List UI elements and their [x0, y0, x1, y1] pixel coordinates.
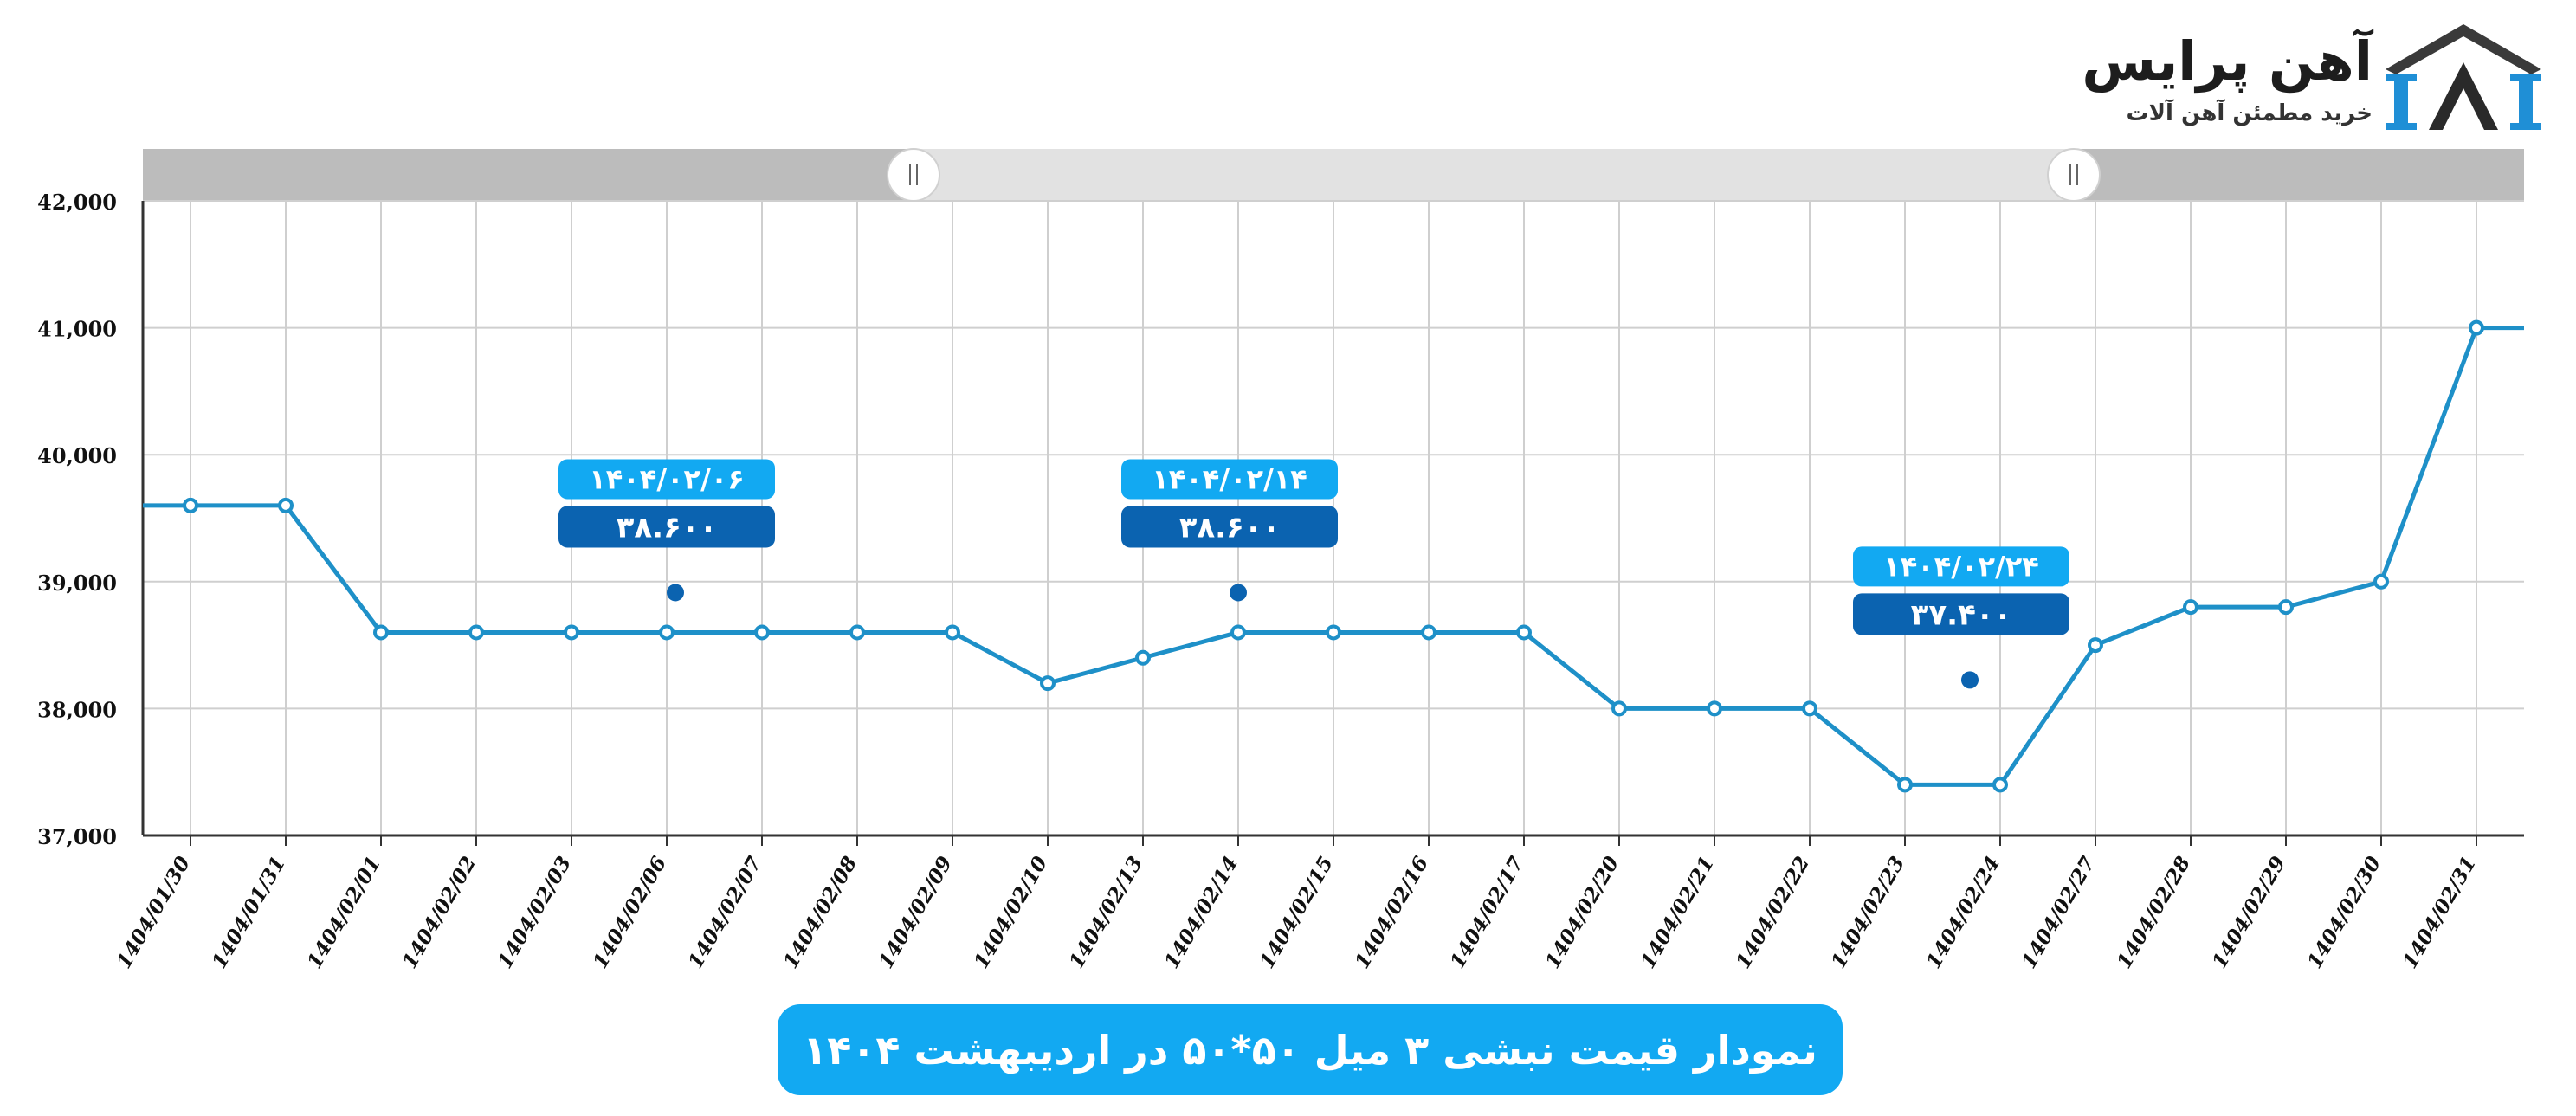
x-tick-label: 1404/02/29: [2207, 853, 2290, 973]
data-point: [1707, 700, 1722, 717]
annotation-marker: [1230, 584, 1247, 602]
annotation-price-box: [1121, 506, 1338, 548]
data-point: [659, 624, 675, 641]
annotation-date: ۱۴۰۴/۰۲/۰۶: [589, 462, 745, 495]
data-point: [1897, 777, 1913, 793]
data-point: [1611, 700, 1627, 717]
x-tick-label: 1404/02/17: [1445, 853, 1528, 973]
data-point: [849, 624, 865, 641]
x-tick-label: 1404/02/20: [1540, 853, 1624, 973]
data-point: [183, 497, 198, 513]
annotation-price-box: [558, 506, 775, 548]
y-tick-label: 39,000: [37, 571, 117, 596]
navigator-handle-left[interactable]: [887, 148, 940, 202]
x-tick-label: 1404/02/22: [1731, 853, 1814, 973]
x-tick-label: 1404/02/08: [778, 853, 862, 973]
data-point: [754, 624, 770, 641]
data-point: [1135, 649, 1151, 666]
annotation-date-box: [558, 459, 775, 500]
x-tick-label: 1404/02/09: [874, 853, 957, 973]
data-point: [1992, 777, 2008, 793]
data-point: [564, 624, 579, 641]
x-tick-label: 1404/02/06: [588, 853, 671, 973]
x-tick-label: 1404/02/14: [1159, 853, 1243, 973]
y-tick-label: 42,000: [37, 190, 117, 215]
x-tick-label: 1404/01/30: [112, 853, 195, 973]
annotation-price-box: [1853, 593, 2069, 635]
data-point: [2183, 599, 2198, 616]
annotation-price: ۳۸.۶۰۰: [617, 510, 718, 545]
x-tick-label: 1404/02/07: [683, 853, 766, 973]
data-point: [945, 624, 960, 641]
annotation-date-box: [1853, 546, 2069, 587]
brand-name: آهن پرایس: [2082, 29, 2373, 93]
navigator-selection: [914, 149, 2074, 201]
data-point: [1230, 624, 1246, 641]
chart-title: نمودار قیمت نبشی ۳ میل ۵۰*۵۰ در اردیبهشت…: [803, 1026, 1817, 1074]
x-tick-label: 1404/02/02: [397, 853, 481, 973]
x-tick-label: 1404/02/24: [1921, 853, 2005, 973]
x-tick-label: 1404/02/15: [1255, 853, 1338, 973]
data-point: [278, 497, 294, 513]
annotation-price: ۳۷.۴۰۰: [1911, 597, 2012, 632]
data-point: [2088, 637, 2103, 654]
annotation-callout: ۱۴۰۴/۰۲/۱۴ ۳۸.۶۰۰: [1121, 459, 1338, 602]
annotation-marker: [667, 584, 684, 602]
x-tick-label: 1404/02/30: [2302, 853, 2386, 973]
x-tick-label: 1404/02/31: [2398, 853, 2481, 973]
data-point: [2278, 599, 2294, 616]
x-tick-label: 1404/02/01: [302, 853, 385, 973]
chart-title-banner: نمودار قیمت نبشی ۳ میل ۵۰*۵۰ در اردیبهشت…: [778, 1004, 1843, 1095]
y-tick-label: 37,000: [37, 824, 117, 849]
navigator-handle-right[interactable]: [2047, 148, 2101, 202]
x-tick-label: 1404/02/28: [2112, 853, 2195, 973]
brand-mark-icon: [2386, 24, 2541, 130]
x-tick-label: 1404/02/13: [1064, 853, 1147, 973]
data-point: [1421, 624, 1436, 641]
x-tick-label: 1404/02/21: [1636, 853, 1719, 973]
data-point: [1802, 700, 1817, 717]
data-point: [373, 624, 389, 641]
x-tick-label: 1404/02/10: [969, 853, 1052, 973]
annotation-callout: ۱۴۰۴/۰۲/۰۶ ۳۸.۶۰۰: [558, 459, 775, 602]
x-tick-label: 1404/02/16: [1350, 853, 1433, 973]
data-point: [1040, 675, 1056, 692]
annotation-date: ۱۴۰۴/۰۲/۲۴: [1883, 550, 2039, 583]
annotation-callout: ۱۴۰۴/۰۲/۲۴ ۳۷.۴۰۰: [1853, 546, 2069, 689]
y-tick-label: 38,000: [37, 697, 117, 722]
annotation-date-box: [1121, 459, 1338, 500]
x-tick-label: 1404/02/03: [493, 853, 576, 973]
x-tick-label: 1404/02/27: [2017, 853, 2100, 973]
brand-tagline: خرید مطمئن آهن آلات: [2126, 100, 2373, 126]
data-point: [468, 624, 484, 641]
data-point: [1516, 624, 1532, 641]
annotation-marker: [1961, 671, 1979, 689]
data-point: [1326, 624, 1341, 641]
y-tick-label: 40,000: [37, 443, 117, 468]
data-point: [2469, 319, 2484, 336]
data-point: [2373, 573, 2389, 590]
annotation-date: ۱۴۰۴/۰۲/۱۴: [1152, 462, 1307, 495]
x-tick-label: 1404/01/31: [207, 853, 290, 973]
x-tick-label: 1404/02/23: [1826, 853, 1909, 973]
annotation-price: ۳۸.۶۰۰: [1179, 510, 1281, 545]
brand-logo: آهن پرایس خرید مطمئن آهن آلات: [2082, 24, 2541, 137]
y-tick-label: 41,000: [37, 317, 117, 342]
